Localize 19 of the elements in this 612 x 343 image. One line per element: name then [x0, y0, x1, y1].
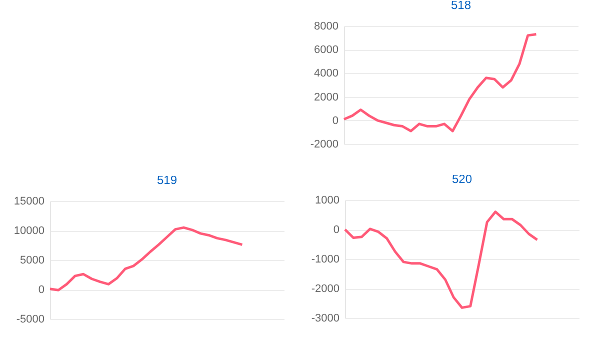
y-tick-label: -1000	[311, 254, 340, 266]
y-tick-label: 6000	[314, 44, 338, 56]
line-series	[342, 33, 538, 132]
y-tick-label: 1000	[315, 194, 340, 206]
line-series	[344, 210, 538, 309]
y-tick-label: 0	[38, 284, 44, 296]
y-tick-label: 10000	[14, 225, 44, 237]
y-tick-label: -5000	[16, 314, 44, 326]
y-tick-label: 15000	[14, 196, 44, 208]
y-tick-label: 4000	[314, 68, 338, 80]
y-tick-label: 0	[333, 224, 340, 236]
line-series	[48, 226, 244, 292]
y-tick-label: 2000	[314, 91, 338, 104]
y-tick-label: -2000	[310, 138, 338, 150]
y-tick-label: -2000	[311, 283, 340, 295]
y-tick-label: 0	[332, 114, 338, 127]
y-tick-label: 8000	[314, 20, 338, 32]
y-tick-label: -3000	[311, 312, 340, 324]
y-tick-label: 5000	[20, 254, 44, 266]
